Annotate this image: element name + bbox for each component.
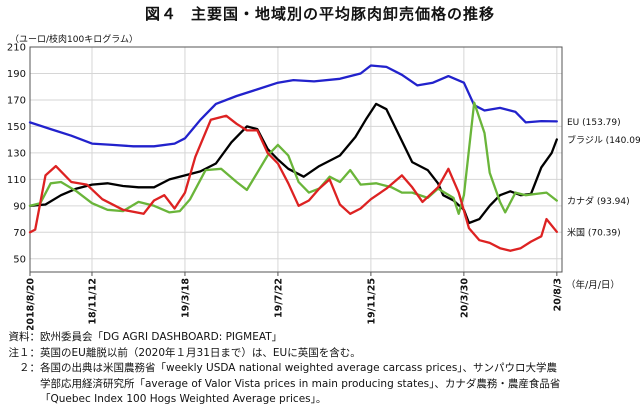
figure-number: 図４ <box>144 5 177 23</box>
plot-area-frame <box>29 46 563 273</box>
x-unit-label: （年/月/日） <box>566 279 620 291</box>
y-axis: 50 70 90 110 130 150 170 190 210 <box>7 43 26 266</box>
figure-title-text: 主要国・地域別の平均豚肉卸売価格の推移 <box>191 5 496 23</box>
note-text: 「Quebec Index 100 Hogs Weighted Average … <box>40 393 327 405</box>
note-label: 資料： <box>8 331 41 343</box>
note-label: 注１： <box>8 346 41 359</box>
series-line-ブラジル <box>28 102 558 225</box>
x-tick-label: 19/7/22 <box>273 278 284 318</box>
note-1: 注１：英国のEU離脱以前（2020年１月31日まで）は、EUに英国を含む。 <box>6 346 636 362</box>
line-chart: 50 70 90 110 130 150 170 190 210 2018/8/20 18/11/… <box>7 43 640 331</box>
y-tick-label: 170 <box>7 95 26 106</box>
x-tick-label: 20/8/3 <box>552 278 563 311</box>
note-source: 資料：欧州委員会「DG AGRI DASHBOARD: PIGMEAT」 <box>6 330 636 346</box>
note-2-cont: 「Quebec Index 100 Hogs Weighted Average … <box>6 392 636 408</box>
series-end-label: ブラジル (140.09) <box>567 134 640 146</box>
x-tick-label: 2018/8/20 <box>26 278 37 330</box>
note-text: 欧州委員会「DG AGRI DASHBOARD: PIGMEAT」 <box>40 331 283 343</box>
y-tick-label: 110 <box>7 175 26 186</box>
note-label: ２： <box>19 362 40 374</box>
note-2: ２：各国の出典は米国農務省「weekly USDA national weigh… <box>6 361 636 377</box>
y-tick-label: 90 <box>13 201 26 212</box>
note-text: 各国の出典は米国農務省「weekly USDA national weighte… <box>40 362 558 374</box>
series-line-米国 <box>28 114 558 252</box>
notes: 資料：欧州委員会「DG AGRI DASHBOARD: PIGMEAT」 注１：… <box>6 330 636 408</box>
note-text: 英国のEU離脱以前（2020年１月31日まで）は、EUに英国を含む。 <box>40 346 361 359</box>
y-tick-label: 150 <box>7 122 26 133</box>
series-line-EU <box>28 64 558 148</box>
series-end-labels: EU (153.79) ブラジル (140.09) カナダ (93.94) 米国 (7… <box>567 118 640 238</box>
y-tick-label: 190 <box>7 69 26 80</box>
x-tick-label: 19/3/18 <box>180 278 191 318</box>
series-lines <box>28 64 558 252</box>
y-tick-label: 130 <box>7 148 26 159</box>
figure-title: 図４ 主要国・地域別の平均豚肉卸売価格の推移 <box>0 3 640 24</box>
note-2-cont: 学部応用経済研究所「average of Valor Vista prices … <box>6 377 636 393</box>
x-tick-label: 20/3/30 <box>459 278 470 318</box>
series-end-label: 米国 (70.39) <box>567 226 621 238</box>
y-tick-label: 50 <box>13 254 26 265</box>
series-end-label: カナダ (93.94) <box>567 195 630 207</box>
y-tick-label: 210 <box>7 43 26 54</box>
x-tick-label: 19/11/25 <box>366 278 377 325</box>
y-unit-label: （ユーロ/枝肉100キログラム） <box>10 35 138 45</box>
note-text: 学部応用経済研究所「average of Valor Vista prices … <box>40 377 561 390</box>
x-tick-label: 18/11/12 <box>87 278 98 325</box>
series-end-label: EU (153.79) <box>567 118 621 128</box>
x-axis: 2018/8/20 18/11/12 19/3/18 19/7/22 19/11/25 2… <box>26 272 563 330</box>
y-tick-label: 70 <box>13 228 26 239</box>
